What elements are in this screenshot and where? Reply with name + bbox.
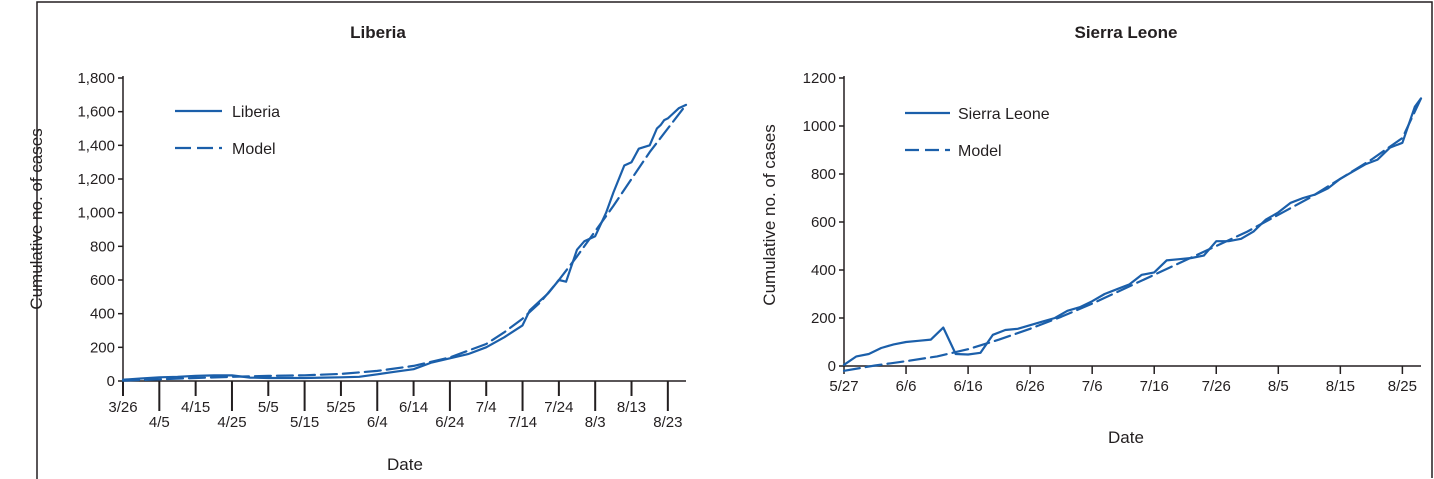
sierra-leone-x-tick-label: 6/26: [1016, 378, 1045, 395]
sierra-leone-y-tick-label: 1200: [803, 70, 836, 87]
liberia-x-tick-label: 5/15: [290, 414, 319, 431]
sierra-leone-x-tick-label: 6/6: [896, 378, 917, 395]
sierra-leone-series-model-line: [842, 97, 1423, 372]
liberia-x-tick-label: 4/25: [217, 414, 246, 431]
liberia-x-tick-label: 3/26: [108, 399, 137, 416]
liberia-x-tick-label: 7/4: [476, 399, 497, 416]
figure-border: [36, 1, 1433, 479]
sierra-leone-x-axis-label: Date: [1108, 428, 1144, 447]
sierra-leone-x-tick-label: 6/16: [953, 378, 982, 395]
sierra-leone-x-tick-label: 8/15: [1326, 378, 1355, 395]
liberia-y-tick-label: 800: [90, 238, 115, 255]
liberia-y-tick-label: 400: [90, 306, 115, 323]
liberia-y-tick-label: 200: [90, 339, 115, 356]
liberia-plot-area: 0 200 400 600 800 1,000 1,200 1,400 1,600 1,800 3/…: [77, 70, 688, 431]
liberia-x-tick-label: 7/14: [508, 414, 537, 431]
liberia-x-tick-label: 4/5: [149, 414, 170, 431]
liberia-legend: Liberia Model: [175, 104, 280, 158]
sierra-leone-series-observed-line: [842, 97, 1423, 366]
sierra-leone-y-tick-label: 1000: [803, 118, 836, 135]
liberia-x-tick-label: 4/15: [181, 399, 210, 416]
sierra-leone-y-tick-label: 0: [828, 358, 836, 375]
liberia-y-tick-label: 1,600: [77, 104, 115, 121]
liberia-y-tick-label: 1,000: [77, 205, 115, 222]
liberia-x-tick-label: 5/5: [258, 399, 279, 416]
sierra-leone-y-tick-label: 200: [811, 310, 836, 327]
sierra-leone-plot-area: 0 200 400 600 800 1000 1200 5/27 6/6 6/16 6/26 7/6 7…: [803, 70, 1423, 395]
liberia-x-tick-label: 8/3: [585, 414, 606, 431]
sierra-leone-x-tick-label: 7/16: [1140, 378, 1169, 395]
liberia-title: Liberia: [350, 23, 406, 42]
liberia-y-tick-label: 0: [107, 373, 115, 390]
sierra-leone-legend: Sierra Leone Model: [905, 106, 1050, 160]
sierra-leone-legend-label-model: Model: [958, 143, 1002, 160]
liberia-x-tick-label: 6/14: [399, 399, 428, 416]
sierra-leone-y-tick-label: 800: [811, 166, 836, 183]
sierra-leone-x-tick-label: 7/26: [1202, 378, 1231, 395]
liberia-x-tick-label: 6/4: [367, 414, 388, 431]
sierra-leone-title: Sierra Leone: [1075, 23, 1178, 42]
liberia-y-tick-label: 1,400: [77, 137, 115, 154]
sierra-leone-x-tick-label: 8/5: [1268, 378, 1289, 395]
liberia-x-axis-label: Date: [387, 455, 423, 474]
chart-sierra-leone: Sierra Leone 0 200 400 600 800 1000 1200 5/27 6/…: [760, 23, 1423, 447]
sierra-leone-legend-label-sierra-leone: Sierra Leone: [958, 106, 1050, 123]
sierra-leone-x-tick-label: 8/25: [1388, 378, 1417, 395]
sierra-leone-y-tick-label: 600: [811, 214, 836, 231]
liberia-series-observed-line: [121, 103, 688, 381]
liberia-legend-label-liberia: Liberia: [232, 104, 280, 121]
liberia-legend-label-model: Model: [232, 141, 276, 158]
liberia-y-axis-label: Cumulative no. of cases: [27, 128, 46, 309]
liberia-series-model-line: [121, 103, 688, 382]
liberia-y-tick-label: 1,800: [77, 70, 115, 87]
sierra-leone-x-tick-label: 5/27: [829, 378, 858, 395]
liberia-x-tick-label: 7/24: [544, 399, 573, 416]
liberia-x-tick-label: 8/13: [617, 399, 646, 416]
liberia-x-tick-label: 6/24: [435, 414, 464, 431]
liberia-y-tick-label: 1,200: [77, 171, 115, 188]
liberia-y-tick-label: 600: [90, 272, 115, 289]
sierra-leone-y-tick-label: 400: [811, 262, 836, 279]
chart-liberia: Liberia 0 200 400 600 800 1,000 1,200 1,400 1,60…: [27, 23, 688, 474]
sierra-leone-x-tick-label: 7/6: [1082, 378, 1103, 395]
liberia-x-tick-label: 5/25: [326, 399, 355, 416]
liberia-x-tick-label: 8/23: [653, 414, 682, 431]
sierra-leone-y-axis-label: Cumulative no. of cases: [760, 124, 779, 305]
